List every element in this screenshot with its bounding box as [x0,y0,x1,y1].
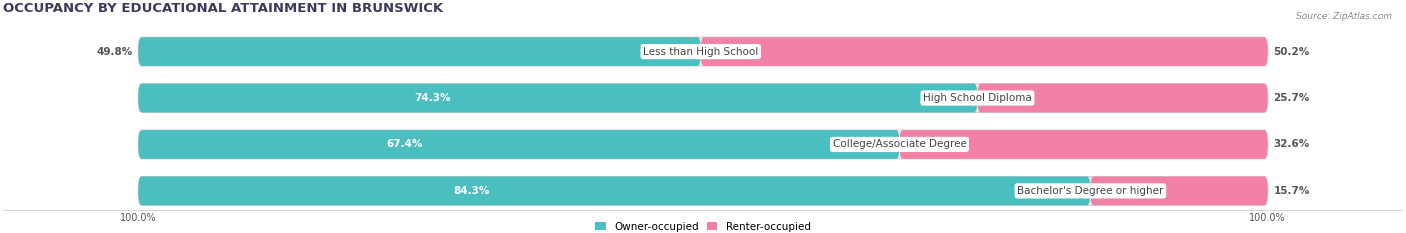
Text: 67.4%: 67.4% [387,140,423,149]
FancyBboxPatch shape [138,130,1268,159]
FancyBboxPatch shape [900,130,1268,159]
Text: Less than High School: Less than High School [643,47,758,57]
Text: 74.3%: 74.3% [413,93,450,103]
FancyBboxPatch shape [138,130,900,159]
FancyBboxPatch shape [1091,177,1268,205]
FancyBboxPatch shape [138,84,977,112]
Text: High School Diploma: High School Diploma [924,93,1032,103]
FancyBboxPatch shape [138,177,1091,205]
Text: Source: ZipAtlas.com: Source: ZipAtlas.com [1296,12,1392,21]
Text: 25.7%: 25.7% [1274,93,1310,103]
FancyBboxPatch shape [138,177,1268,205]
FancyBboxPatch shape [138,84,1268,112]
FancyBboxPatch shape [138,37,1268,66]
Text: 49.8%: 49.8% [97,47,132,57]
Legend: Owner-occupied, Renter-occupied: Owner-occupied, Renter-occupied [595,222,811,232]
Text: 32.6%: 32.6% [1274,140,1309,149]
FancyBboxPatch shape [138,37,700,66]
FancyBboxPatch shape [977,84,1268,112]
FancyBboxPatch shape [700,37,1268,66]
Text: OCCUPANCY BY EDUCATIONAL ATTAINMENT IN BRUNSWICK: OCCUPANCY BY EDUCATIONAL ATTAINMENT IN B… [3,2,443,15]
Text: Bachelor's Degree or higher: Bachelor's Degree or higher [1017,186,1164,196]
Text: 100.0%: 100.0% [1250,213,1286,223]
Text: College/Associate Degree: College/Associate Degree [832,140,966,149]
Text: 50.2%: 50.2% [1274,47,1309,57]
Text: 15.7%: 15.7% [1274,186,1310,196]
Text: 100.0%: 100.0% [120,213,156,223]
Text: 84.3%: 84.3% [453,186,489,196]
